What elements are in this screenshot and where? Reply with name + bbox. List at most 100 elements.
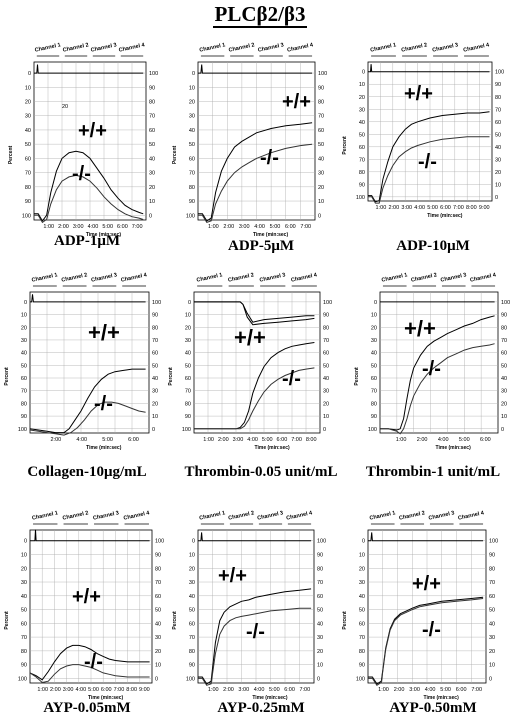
y-tick-right: 20 [495, 170, 501, 176]
y-tick-left: 30 [21, 338, 27, 344]
y-tick-left: 20 [371, 325, 377, 331]
y-tick-right: 90 [318, 85, 324, 91]
x-tick: 5:00 [269, 687, 280, 693]
channel-label: Channel 4 [118, 42, 146, 54]
y-tick-left: 70 [189, 635, 195, 641]
wildtype-label: +/+ [88, 320, 120, 345]
y-tick-right: 100 [318, 71, 327, 77]
y-tick-left: 10 [21, 313, 27, 319]
y-tick-right: 90 [317, 552, 323, 558]
x-tick: 1:00 [37, 687, 48, 693]
series-line- [198, 143, 313, 224]
channel-label: Channel 2 [62, 510, 89, 521]
wildtype-label: +/+ [404, 316, 436, 341]
y-tick-left: 0 [24, 539, 27, 545]
y-tick-left: 100 [356, 676, 365, 682]
x-tick: 1:00 [378, 687, 389, 693]
y-tick-left: 10 [189, 552, 195, 558]
channel-label: Channel 2 [401, 42, 428, 53]
channel-label: Channel 4 [291, 272, 319, 284]
y-tick-left: 0 [362, 70, 365, 76]
y-tick-right: 80 [501, 325, 507, 331]
channel-label: Channel 2 [399, 510, 426, 521]
y-tick-right: 10 [152, 414, 158, 420]
y-tick-left: 0 [374, 300, 377, 306]
series-line-ch1 [198, 532, 312, 542]
y-tick-right: 40 [495, 145, 501, 151]
x-tick: 4:00 [414, 205, 425, 211]
knockout-label: -/- [260, 147, 279, 169]
y-tick-right: 50 [323, 363, 329, 369]
y-tick-right: 20 [155, 649, 161, 655]
y-tick-left: 90 [21, 414, 27, 420]
y-tick-left: 30 [189, 580, 195, 586]
y-tick-left: 10 [185, 313, 191, 319]
y-tick-right: 70 [155, 580, 161, 586]
x-tick: 4:00 [88, 224, 99, 230]
y-tick-left: 90 [359, 182, 365, 188]
x-tick: 3:00 [63, 687, 74, 693]
knockout-label: -/- [282, 368, 301, 390]
series-line-ch1 [368, 64, 490, 73]
y-tick-left: 40 [189, 594, 195, 600]
y-tick-right: 100 [501, 300, 510, 306]
y-axis-label: Percent [4, 611, 10, 630]
channel-label: Channel 2 [228, 510, 255, 521]
panel-caption: ADP-1μM [54, 233, 120, 249]
y-tick-right: 70 [149, 114, 155, 120]
series-line- [194, 367, 315, 430]
x-tick: 7:00 [291, 437, 302, 443]
x-tick: 6:00 [480, 437, 491, 443]
y-tick-left: 10 [371, 313, 377, 319]
y-tick-left: 50 [359, 608, 365, 614]
channel-label: Channel 1 [370, 42, 397, 53]
panel-caption: Thrombin-1 unit/mL [366, 464, 500, 480]
y-tick-right: 60 [318, 128, 324, 134]
series-line- [368, 111, 490, 203]
y-tick-right: 40 [318, 156, 324, 162]
x-tick: 4:00 [425, 687, 436, 693]
series-line- [198, 122, 313, 222]
y-tick-left: 70 [185, 389, 191, 395]
y-tick-right: 0 [489, 676, 492, 682]
y-tick-left: 70 [359, 157, 365, 163]
y-tick-right: 80 [323, 325, 329, 331]
y-tick-left: 50 [189, 608, 195, 614]
y-tick-right: 0 [317, 676, 320, 682]
wildtype-label: +/+ [72, 586, 101, 608]
y-tick-left: 60 [21, 376, 27, 382]
figure-title-text: PLCβ2/β3 [212, 2, 308, 28]
y-tick-right: 30 [155, 635, 161, 641]
y-tick-right: 40 [323, 376, 329, 382]
y-tick-right: 0 [323, 427, 326, 433]
y-tick-right: 100 [489, 539, 498, 545]
y-tick-left: 20 [359, 95, 365, 101]
y-tick-left: 50 [371, 363, 377, 369]
x-tick: 2:00 [223, 224, 234, 230]
channel-label: Channel 4 [120, 272, 148, 284]
y-tick-left: 30 [359, 580, 365, 586]
y-axis-label: Percent [172, 611, 178, 630]
y-tick-left: 60 [189, 156, 195, 162]
x-tick: 6:00 [284, 687, 295, 693]
y-tick-left: 40 [359, 594, 365, 600]
plot-frame [193, 291, 321, 434]
x-tick: 5:00 [88, 687, 99, 693]
x-tick: 2:00 [51, 437, 62, 443]
series-line-ch2 [194, 301, 315, 326]
y-tick-left: 0 [24, 300, 27, 306]
y-tick-left: 30 [371, 338, 377, 344]
panel-caption: ADP-5μM [228, 238, 294, 254]
channel-label: Channel 3 [432, 42, 459, 53]
x-axis-label: Time (min:sec) [86, 445, 122, 451]
x-axis-label: Time (min:sec) [88, 695, 124, 701]
y-tick-right: 70 [323, 338, 329, 344]
y-tick-right: 50 [149, 142, 155, 148]
panel-caption: Collagen-10μg/mL [27, 464, 146, 480]
y-tick-right: 70 [317, 580, 323, 586]
y-tick-left: 0 [28, 71, 31, 77]
